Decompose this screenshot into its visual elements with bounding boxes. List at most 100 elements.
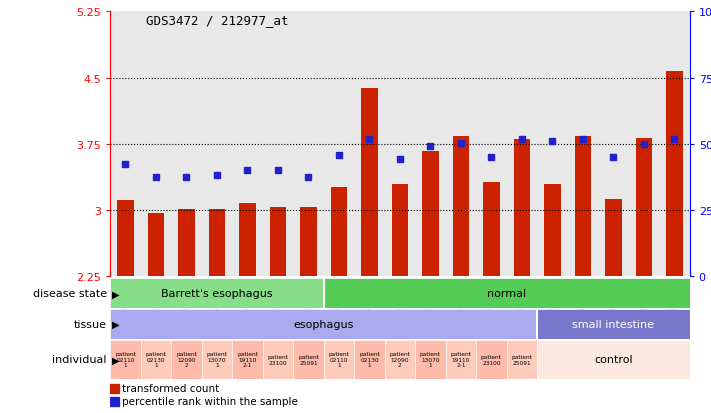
Text: tissue: tissue <box>74 319 107 329</box>
Bar <box>269 207 287 277</box>
Bar <box>446 340 476 379</box>
Bar <box>110 279 324 309</box>
Text: patient
23100: patient 23100 <box>481 354 502 365</box>
Bar <box>567 12 598 277</box>
Bar <box>110 340 141 379</box>
Text: patient
12090
2: patient 12090 2 <box>176 351 197 368</box>
Text: small intestine: small intestine <box>572 319 654 329</box>
Bar <box>208 210 225 277</box>
Bar <box>331 188 348 277</box>
Point <box>211 172 223 179</box>
Bar <box>354 12 385 277</box>
Bar <box>415 340 446 379</box>
Bar <box>110 12 141 277</box>
Bar <box>544 184 561 277</box>
Bar <box>171 340 202 379</box>
Text: patient
12090
2: patient 12090 2 <box>390 351 410 368</box>
Point <box>669 137 680 143</box>
Bar <box>293 340 324 379</box>
Bar <box>141 340 171 379</box>
Point <box>333 153 345 159</box>
Text: patient
19110
2-1: patient 19110 2-1 <box>451 351 471 368</box>
Text: ▶: ▶ <box>112 289 119 299</box>
Text: patient
25091: patient 25091 <box>298 354 319 365</box>
Text: patient
19110
2-1: patient 19110 2-1 <box>237 351 258 368</box>
Bar <box>452 137 469 277</box>
Bar <box>117 200 134 277</box>
Text: patient
25091: patient 25091 <box>511 354 533 365</box>
Point <box>577 137 589 143</box>
Bar <box>141 12 171 277</box>
Bar <box>324 12 354 277</box>
Point <box>486 154 497 161</box>
Text: disease state: disease state <box>33 289 107 299</box>
Point <box>181 174 192 180</box>
Bar <box>476 340 507 379</box>
Text: patient
02110
1: patient 02110 1 <box>115 351 136 368</box>
Text: patient
13070
1: patient 13070 1 <box>206 351 228 368</box>
Text: control: control <box>594 354 633 365</box>
Bar <box>422 152 439 277</box>
Bar <box>262 340 293 379</box>
Bar <box>232 12 262 277</box>
Text: percentile rank within the sample: percentile rank within the sample <box>122 396 298 406</box>
Bar <box>385 340 415 379</box>
Text: patient
02130
1: patient 02130 1 <box>359 351 380 368</box>
Text: ▶: ▶ <box>112 319 119 329</box>
Point <box>516 137 528 143</box>
Text: individual: individual <box>52 354 107 365</box>
Text: ▶: ▶ <box>112 354 119 365</box>
Point <box>394 156 405 163</box>
Point <box>150 174 161 180</box>
Bar <box>148 213 164 277</box>
Text: Barrett's esophagus: Barrett's esophagus <box>161 289 273 299</box>
Bar <box>666 72 683 277</box>
Bar <box>385 12 415 277</box>
Bar <box>392 184 408 277</box>
Bar <box>178 210 195 277</box>
Point <box>242 168 253 174</box>
Bar <box>239 204 256 277</box>
Bar <box>300 208 317 277</box>
Text: transformed count: transformed count <box>122 383 219 393</box>
Bar <box>171 12 202 277</box>
Bar <box>262 12 293 277</box>
Bar <box>110 384 119 393</box>
Bar <box>110 309 538 339</box>
Bar <box>574 137 592 277</box>
Bar <box>293 12 324 277</box>
Point <box>608 154 619 161</box>
Bar <box>483 183 500 277</box>
Bar <box>598 12 629 277</box>
Text: esophagus: esophagus <box>294 319 354 329</box>
Point <box>424 143 436 150</box>
Text: GDS3472 / 212977_at: GDS3472 / 212977_at <box>146 14 288 27</box>
Bar <box>110 397 119 406</box>
Text: patient
02130
1: patient 02130 1 <box>146 351 166 368</box>
Bar <box>538 340 690 379</box>
Point <box>119 161 131 168</box>
Bar <box>605 199 622 277</box>
Point <box>272 167 284 173</box>
Bar <box>354 340 385 379</box>
Bar <box>202 12 232 277</box>
Bar <box>507 12 538 277</box>
Bar <box>507 340 538 379</box>
Point <box>364 137 375 143</box>
Bar <box>538 12 567 277</box>
Bar <box>324 279 690 309</box>
Bar <box>232 340 262 379</box>
Bar <box>629 12 659 277</box>
Bar <box>659 12 690 277</box>
Bar <box>636 138 652 277</box>
Bar <box>415 12 446 277</box>
Text: normal: normal <box>487 289 526 299</box>
Bar <box>446 12 476 277</box>
Text: patient
02110
1: patient 02110 1 <box>328 351 349 368</box>
Text: patient
13070
1: patient 13070 1 <box>420 351 441 368</box>
Bar <box>361 89 378 277</box>
Bar <box>202 340 232 379</box>
Point <box>547 139 558 145</box>
Bar <box>324 340 354 379</box>
Bar <box>538 309 690 339</box>
